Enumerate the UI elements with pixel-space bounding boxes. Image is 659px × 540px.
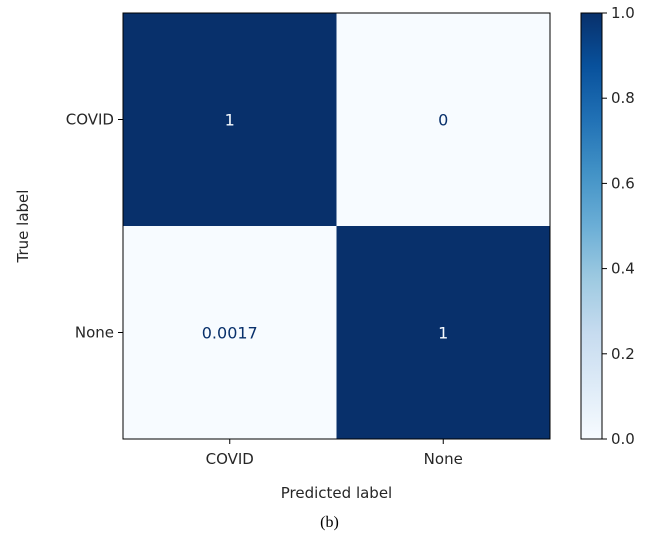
heatmap-cells — [123, 13, 550, 439]
cell-value-label: 0 — [438, 111, 448, 130]
cell-value-label: 0.0017 — [202, 324, 258, 343]
x-axis-ticks: COVID None — [206, 439, 463, 468]
x-tick-label: COVID — [206, 450, 254, 468]
y-tick-label: COVID — [66, 111, 114, 129]
colorbar-ticks: 0.0 0.2 0.4 0.6 0.8 1.0 — [602, 4, 635, 448]
confusion-matrix-chart: 1 0 0.0017 1 COVID None COVID None Predicted … — [14, 4, 635, 502]
heatmap-cell-labels: 1 0 0.0017 1 — [202, 111, 449, 343]
colorbar-tick-label: 0.8 — [611, 89, 635, 107]
colorbar — [580, 12, 603, 440]
plot-frame — [122, 12, 551, 440]
colorbar-tick-label: 0.6 — [611, 174, 635, 192]
y-axis-ticks: COVID None — [66, 111, 123, 342]
cell-value-label: 1 — [225, 111, 235, 130]
y-axis-label: True label — [14, 190, 32, 264]
heatmap-cell — [123, 13, 337, 226]
cell-value-label: 1 — [438, 324, 448, 343]
colorbar-tick-label: 0.4 — [611, 260, 635, 278]
x-tick-label: None — [424, 450, 463, 468]
y-tick-label: None — [75, 324, 114, 342]
colorbar-tick-label: 0.0 — [611, 430, 635, 448]
x-axis-label: Predicted label — [281, 484, 392, 502]
heatmap-cell — [123, 226, 337, 439]
figure-caption: (b) — [320, 514, 339, 531]
colorbar-tick-label: 0.2 — [611, 345, 635, 363]
colorbar-tick-label: 1.0 — [611, 4, 635, 22]
heatmap-cell — [336, 226, 550, 439]
heatmap-cell — [336, 13, 550, 226]
